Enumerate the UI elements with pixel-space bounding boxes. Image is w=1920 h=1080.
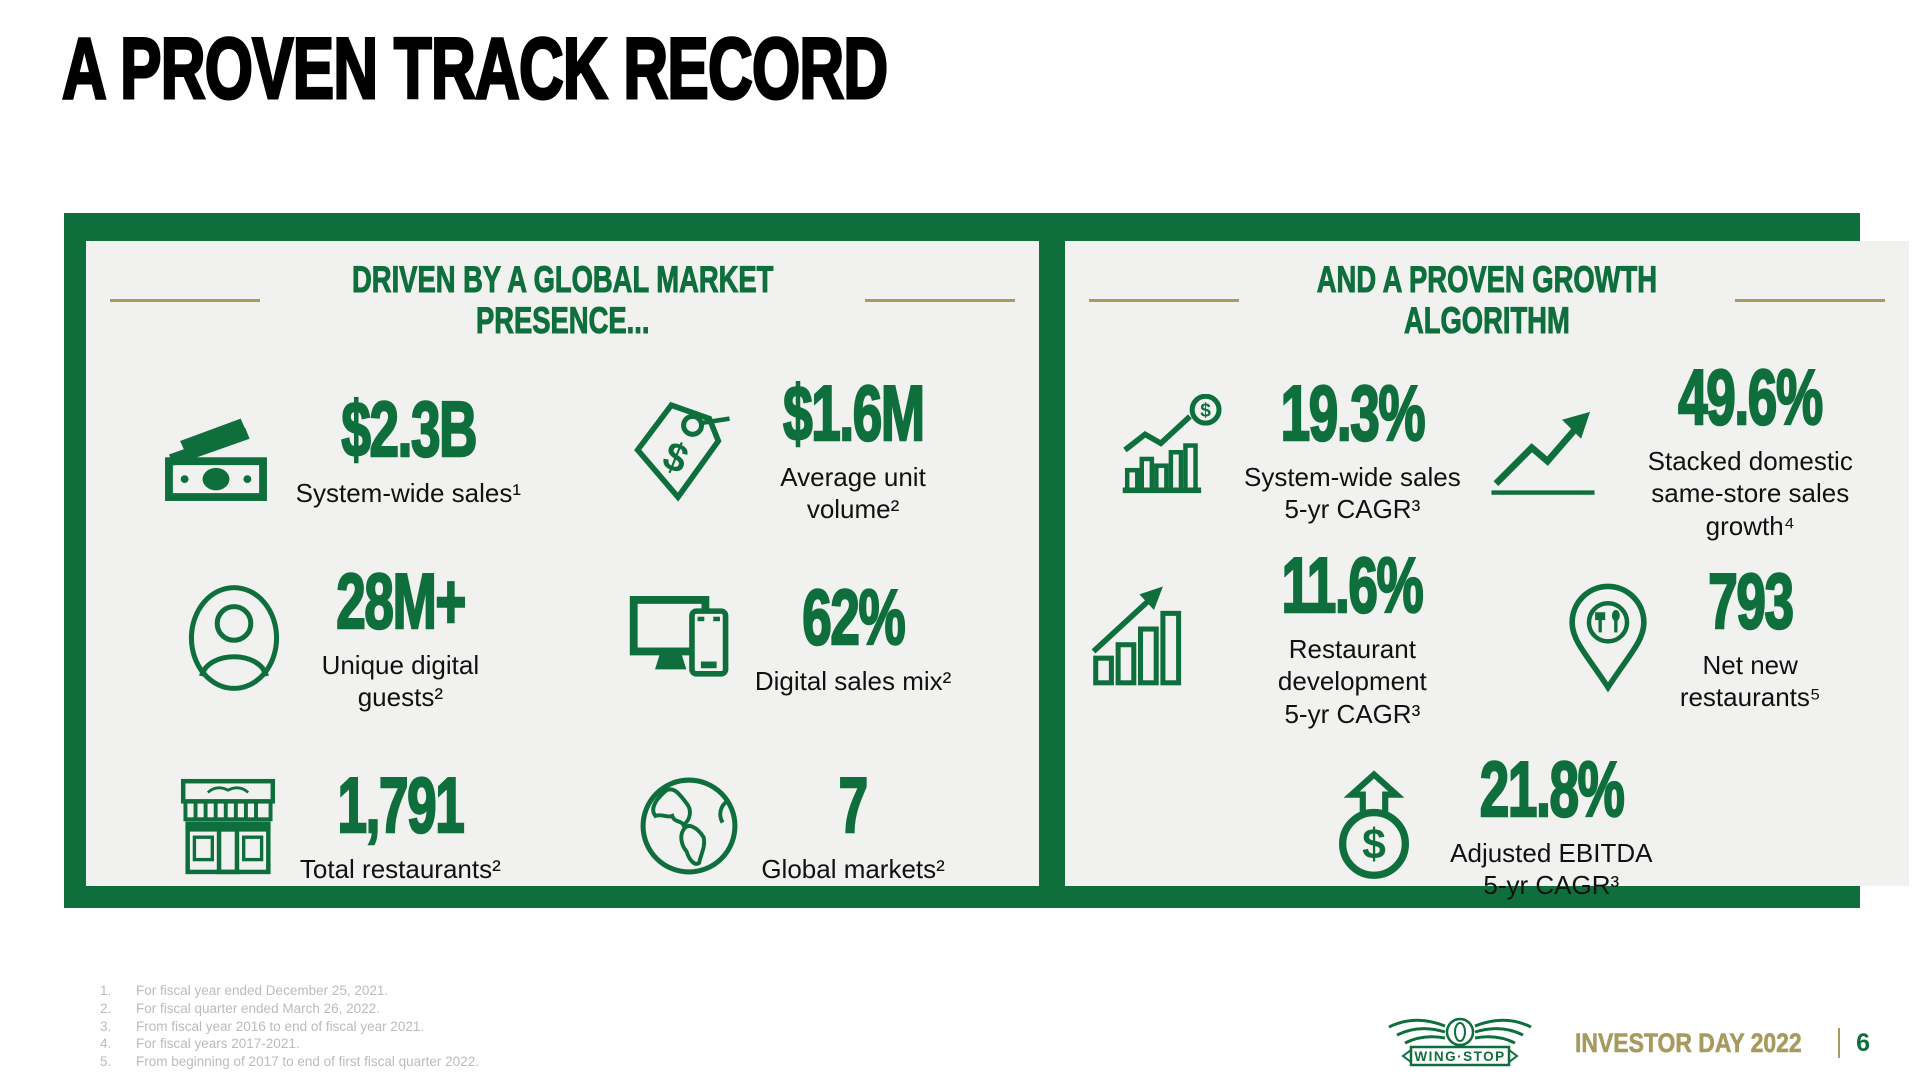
trend-arrow-icon	[1491, 411, 1595, 495]
footnote-4: 4. For fiscal years 2017-2021.	[100, 1036, 300, 1052]
stat-label: Adjusted EBITDA 5-yr CAGR³	[1450, 837, 1653, 901]
gold-rule-left	[1089, 298, 1240, 302]
stat-label: System-wide sales¹	[295, 478, 522, 509]
stat-value: $2.3B	[340, 385, 478, 474]
stat-label: Average unit volume²	[780, 461, 926, 525]
stat-net-new-restaurants: 793 Net new restaurants⁵	[1487, 556, 1885, 714]
wingstop-wordmark: WING·STOP	[1415, 1049, 1506, 1064]
stat-value: 7	[838, 761, 869, 850]
cash-bills-icon	[164, 418, 267, 501]
footnotes: 1. For fiscal year ended December 25, 20…	[100, 982, 479, 1071]
stat-value: 62%	[801, 573, 906, 662]
stat-system-wide-sales: $2.3B System-wide sales¹	[110, 385, 563, 510]
stat-stacked-same-store-growth: 49.6% Stacked domestic same-store sales …	[1487, 352, 1885, 543]
stat-label: Total restaurants²	[299, 854, 501, 885]
left-panel-header: DRIVEN BY A GLOBAL MARKET PRESENCE...	[110, 258, 1016, 342]
stat-total-restaurants: 1,791 Total restaurants²	[110, 761, 563, 886]
stat-label: Net new restaurants⁵	[1679, 649, 1821, 713]
stat-label: Stacked domestic same-store sales growth…	[1647, 445, 1853, 541]
gold-rule-left	[110, 298, 260, 302]
stat-value: 19.3%	[1280, 368, 1427, 457]
price-tag-icon: $	[633, 401, 730, 502]
stat-label: Global markets²	[761, 854, 945, 885]
stat-value: 21.8%	[1479, 744, 1626, 833]
stat-value: 28M+	[335, 556, 467, 645]
stat-label: Restaurant development 5-yr CAGR³	[1277, 633, 1427, 729]
global-market-panel: DRIVEN BY A GLOBAL MARKET PRESENCE... $2…	[86, 241, 1040, 886]
stat-value: 49.6%	[1678, 352, 1825, 441]
person-icon	[188, 584, 279, 691]
svg-text:$: $	[1362, 820, 1386, 868]
event-title: INVESTOR DAY 2022	[1575, 1027, 1803, 1058]
footnote-2: 2. For fiscal quarter ended March 26, 20…	[100, 1000, 380, 1016]
map-pin-food-icon	[1569, 583, 1647, 693]
stat-value: 793	[1707, 556, 1794, 645]
stat-unique-digital-guests: 28M+ Unique digital guests²	[110, 556, 563, 714]
dollar-up-arrow-icon: $	[1338, 770, 1409, 879]
bar-chart-dollar-icon: $	[1122, 393, 1222, 493]
stat-average-unit-volume: $ $1.6M Average unit volume²	[563, 368, 1016, 526]
slide-footer: WING·STOP INVESTOR DAY 2022 6	[1381, 1012, 1870, 1074]
stat-value: $1.6M	[782, 368, 926, 457]
stats-frame: DRIVEN BY A GLOBAL MARKET PRESENCE... $2…	[64, 213, 1910, 908]
footer-separator	[1838, 1028, 1841, 1058]
stat-value: 1,791	[337, 761, 466, 850]
page-title: A PROVEN TRACK RECORD	[61, 21, 889, 117]
storefront-icon	[180, 778, 275, 875]
wingstop-logo: WING·STOP	[1388, 1017, 1533, 1067]
footnote-1: 1. For fiscal year ended December 25, 20…	[100, 983, 389, 998]
left-panel-stats: $2.3B System-wide sales¹ $ $1.6M	[110, 356, 1015, 920]
page-number: 6	[1856, 1028, 1870, 1057]
right-panel-header: AND A PROVEN GROWTH ALGORITHM	[1089, 258, 1886, 342]
stat-restaurant-development-cagr: 11.6% Restaurant development 5-yr CAGR³	[1089, 540, 1487, 731]
stat-label: System-wide sales 5-yr CAGR³	[1243, 461, 1461, 525]
svg-text:$: $	[1200, 400, 1211, 421]
stat-value: 11.6%	[1281, 540, 1425, 629]
footnote-5: 5. From beginning of 2017 to end of firs…	[100, 1054, 479, 1070]
gold-rule-right	[1735, 298, 1886, 302]
devices-icon	[629, 595, 729, 677]
stat-system-wide-sales-cagr: $ 19.3% System-wide sales 5-yr CAGR³	[1089, 368, 1487, 526]
stat-label: Unique digital guests²	[321, 649, 480, 713]
globe-icon	[640, 777, 738, 875]
stat-global-markets: 7 Global markets²	[563, 761, 1016, 886]
left-panel-title: DRIVEN BY A GLOBAL MARKET PRESENCE...	[352, 258, 774, 342]
stat-digital-sales-mix: 62% Digital sales mix²	[563, 573, 1016, 698]
footnote-3: 3. From fiscal year 2016 to end of fisca…	[100, 1018, 425, 1034]
stat-adjusted-ebitda-cagr: $ 21.8% Adjusted EBITDA 5-yr CAGR³	[1089, 744, 1885, 902]
growth-bars-icon	[1092, 586, 1182, 686]
svg-text:$: $	[656, 431, 694, 482]
right-panel-stats: $ 19.3% System-wide sales 5-yr CAGR³	[1089, 356, 1885, 920]
gold-rule-right	[865, 298, 1016, 302]
right-panel-title: AND A PROVEN GROWTH ALGORITHM	[1317, 258, 1658, 342]
stat-label: Digital sales mix²	[754, 666, 952, 697]
growth-algorithm-panel: AND A PROVEN GROWTH ALGORITHM $	[1065, 241, 1910, 900]
